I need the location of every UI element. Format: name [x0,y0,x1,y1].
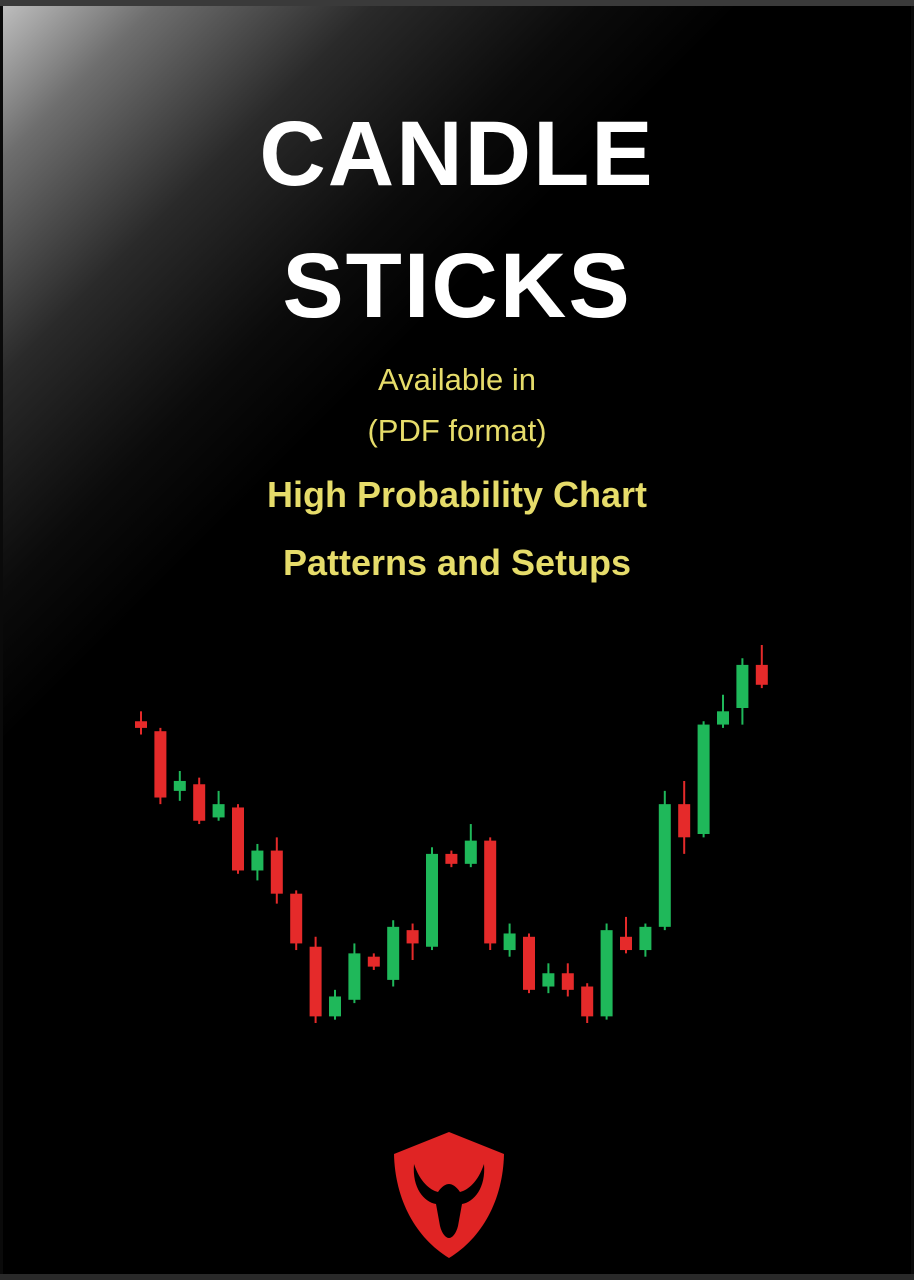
candle-body [736,664,749,708]
candle-body [309,946,322,1017]
candle-body [464,840,477,864]
candle-25 [620,916,632,954]
candle-body [232,807,244,871]
candle-body [173,780,186,791]
candle-27 [658,790,671,931]
candle-16 [445,850,458,868]
candle-body [620,936,632,951]
candle-9 [309,936,322,1023]
candle-body [290,893,303,944]
candle-body [154,731,167,798]
bottom-edge [0,1274,914,1280]
candle-26 [639,923,652,957]
candle-6 [251,843,264,881]
candle-17 [464,824,477,868]
candle-body [755,664,768,685]
candle-32 [755,645,768,689]
candle-7 [270,837,283,904]
bull-head-shape [413,1164,485,1238]
candle-body [581,986,594,1017]
candle-28 [678,780,691,854]
book-cover [3,6,911,1274]
candle-body [561,973,574,990]
candle-body [387,926,400,980]
candle-body [639,926,652,951]
candle-11 [348,943,361,1004]
tagline-line-1: High Probability Chart [266,474,648,515]
candle-body [251,850,264,871]
candle-body [406,930,419,944]
candle-body [426,853,438,947]
candle-29 [697,721,710,838]
candle-body [697,724,710,834]
tagline-line-2: Patterns and Setups [282,542,632,583]
candle-body [193,784,206,821]
candle-5 [232,804,244,874]
candle-8 [290,890,303,951]
bull-shield-icon [394,1132,504,1258]
candle-body [484,840,497,944]
candle-body [523,936,535,990]
candle-body [135,721,147,728]
candle-body [658,804,671,927]
title-line-2: STICKS [282,235,632,337]
candle-14 [406,923,419,960]
availability-line-1: Available in [378,362,536,397]
candle-18 [484,837,497,951]
candle-24 [600,923,613,1020]
top-edge [0,0,914,6]
candle-30 [717,694,729,728]
candle-15 [426,847,438,951]
candle-body [212,804,225,818]
candle-body [600,930,613,1017]
candle-19 [503,923,516,957]
candle-body [445,853,458,864]
candle-body [329,996,341,1017]
candle-body [503,933,516,951]
candle-body [270,850,283,894]
candle-0 [135,711,147,735]
candle-3 [193,777,206,825]
availability-line-2: (PDF format) [367,413,547,448]
candle-1 [154,727,167,805]
candle-2 [173,771,186,801]
candle-4 [212,790,225,821]
title-line-1: CANDLE [259,103,655,205]
candle-10 [329,989,341,1020]
candle-body [367,956,380,967]
candle-22 [561,963,574,997]
candle-31 [736,658,749,725]
candle-body [678,804,691,838]
candle-20 [523,933,535,994]
candle-body [542,973,555,987]
candle-body [348,953,361,1000]
candle-13 [387,920,400,987]
candle-23 [581,983,594,1023]
candle-21 [542,963,555,994]
candle-body [717,711,729,725]
candle-12 [367,953,380,970]
